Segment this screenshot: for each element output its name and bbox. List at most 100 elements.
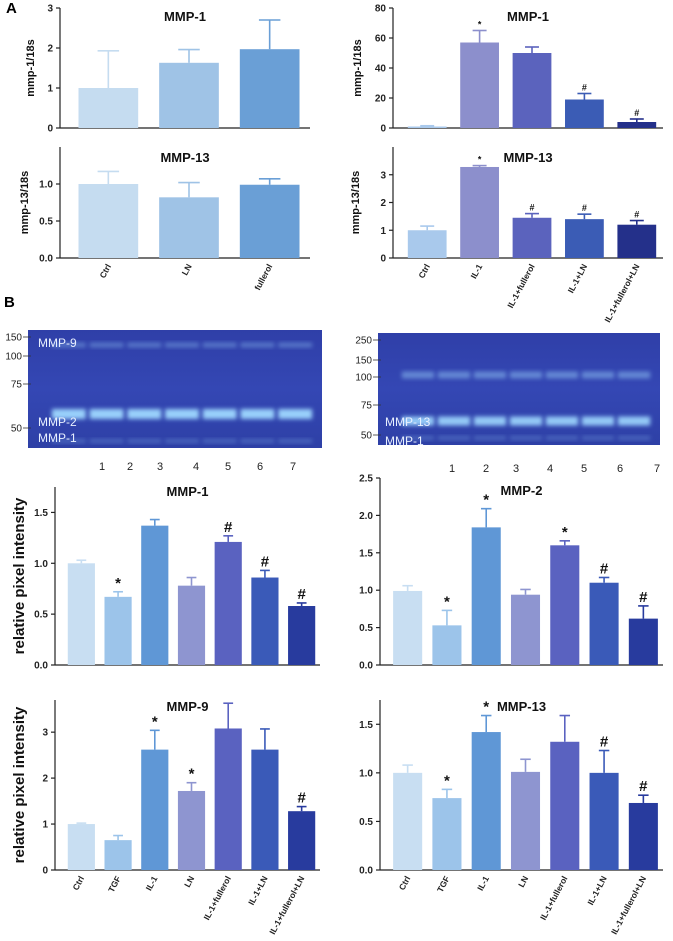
y-tick-label: 3 [47, 4, 53, 15]
panel-label: B [4, 294, 15, 311]
gel-band [509, 416, 543, 426]
lane-label: 6 [257, 461, 263, 473]
x-tick-label: IL-1+fullerol+LN [609, 874, 648, 936]
error-bar [149, 729, 160, 750]
lane-label: 7 [290, 461, 296, 473]
gel-band [545, 371, 579, 379]
x-tick-label: Ctrl [397, 874, 413, 892]
bar [628, 802, 658, 870]
y-tick-label: 1.5 [359, 720, 373, 731]
gel-band [240, 409, 275, 419]
error-bar [420, 225, 435, 231]
bar [617, 122, 657, 128]
x-tick-label: IL-1+fullerol [538, 874, 570, 921]
error-bar [97, 170, 120, 184]
gel-band [278, 342, 313, 348]
x-tick-label: Ctrl [70, 874, 86, 892]
error-bar [258, 19, 281, 50]
y-tick-label: 0 [47, 124, 53, 135]
significance-marker: * [478, 20, 482, 30]
y-tick-label: 0 [380, 254, 386, 265]
bar [460, 166, 499, 258]
lane-label: 2 [127, 461, 133, 473]
band-label: MMP-1 [385, 434, 424, 448]
chart-title: MMP-13 [497, 699, 546, 714]
error-bar [520, 588, 531, 595]
y-tick-label: 2 [380, 198, 386, 209]
y-tick-label: 0.0 [359, 661, 373, 672]
x-tick-label: LN [180, 262, 194, 277]
x-tick-label: Ctrl [416, 262, 432, 280]
gel-band [202, 409, 237, 419]
error-bar [441, 788, 453, 799]
bar [251, 749, 279, 870]
x-tick-label: IL-1 [468, 262, 484, 280]
error-bar [472, 164, 487, 167]
significance-marker: # [297, 790, 306, 807]
ladder-label: 150 [5, 333, 22, 344]
ladder-label: 50 [361, 431, 373, 442]
significance-marker: # [261, 553, 270, 570]
error-bar [472, 29, 487, 43]
gel-band [278, 439, 313, 443]
error-bar [178, 181, 200, 198]
gel-band [51, 342, 86, 348]
gel-band [165, 409, 199, 419]
bar [288, 811, 316, 870]
gel-band [473, 436, 507, 440]
error-bar [223, 702, 234, 729]
gel-band [165, 439, 199, 443]
y-tick-label: 2 [47, 44, 53, 55]
ladder-label: 75 [361, 401, 373, 412]
x-tick-label: IL-1+LN [566, 262, 590, 294]
x-tick-label: IL-1+fullerol+LN [602, 262, 641, 324]
bar [550, 545, 580, 665]
lane-label: 4 [547, 463, 553, 475]
significance-marker: * [152, 713, 158, 730]
y-axis-label: relative pixel intensity [11, 497, 28, 654]
bar [159, 197, 219, 258]
bar [432, 798, 462, 870]
significance-marker: * [562, 524, 568, 541]
bar [177, 585, 206, 665]
bar [510, 771, 541, 870]
bar [393, 590, 423, 665]
bar [510, 594, 541, 665]
gel-band [581, 416, 615, 426]
gel-band [202, 439, 237, 443]
x-tick-label: TGF [435, 874, 452, 894]
significance-marker: # [634, 108, 639, 118]
x-tick-label: IL-1 [144, 874, 160, 892]
gel-band [545, 416, 579, 426]
significance-marker: * [115, 575, 121, 592]
gel-image [28, 330, 322, 448]
y-tick-label: 0.5 [34, 610, 48, 621]
bar [565, 99, 604, 128]
gel-band [473, 416, 507, 426]
y-tick-label: 1.0 [359, 768, 373, 779]
gel-image [378, 333, 660, 445]
y-tick-label: 0.5 [359, 623, 373, 634]
lane-label: 3 [513, 463, 519, 475]
bar [251, 577, 279, 665]
lane-label: 7 [654, 463, 660, 475]
x-tick-label: Ctrl [97, 262, 113, 280]
error-bar [178, 48, 200, 63]
chart-title: MMP-1 [164, 9, 206, 24]
error-bar [258, 178, 281, 185]
y-tick-label: 1 [42, 820, 48, 831]
y-tick-label: 1.5 [34, 508, 48, 519]
gel-band [509, 371, 543, 379]
error-bar [480, 714, 492, 733]
lane-label: 6 [617, 463, 623, 475]
gel-band [617, 371, 651, 379]
bar [617, 224, 657, 258]
x-tick-label: IL-1+fullerol [505, 262, 537, 309]
x-tick-label: IL-1+fullerol [201, 874, 233, 921]
gel-band [89, 409, 124, 419]
error-bar [260, 569, 270, 578]
gel-band [240, 342, 275, 348]
error-bar [420, 124, 435, 127]
gel-band [89, 342, 124, 348]
